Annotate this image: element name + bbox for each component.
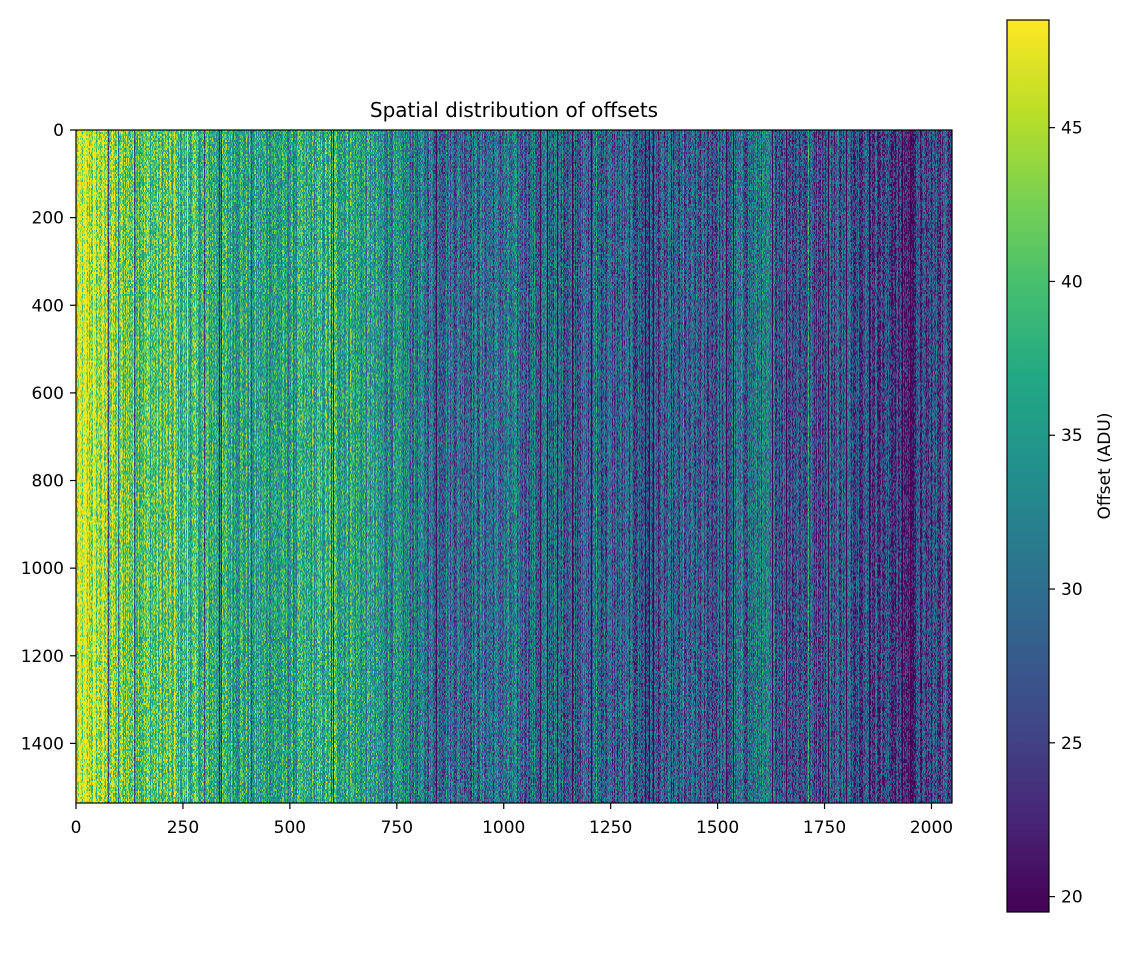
y-tick-label: 1200 [21, 647, 64, 667]
colorbar: 20 25 30 35 40 45 Offset (ADU) [1006, 19, 1115, 913]
colorbar-tick-label: 25 [1061, 734, 1083, 754]
x-tick-label: 1500 [696, 818, 739, 838]
colorbar-tick-label: 30 [1061, 580, 1083, 600]
x-tick-label: 1000 [482, 818, 525, 838]
colorbar-frame [1006, 19, 1050, 913]
x-tick-label: 2000 [910, 818, 953, 838]
y-tick-label: 200 [32, 209, 64, 229]
plot-frame [75, 129, 953, 804]
y-tick-label: 600 [32, 384, 64, 404]
x-tick-label: 1750 [803, 818, 846, 838]
chart-title: Spatial distribution of offsets [370, 98, 658, 122]
y-tick-label: 800 [32, 472, 64, 492]
y-tick-label: 400 [32, 296, 64, 316]
colorbar-gradient [1007, 20, 1049, 912]
x-tick-label: 250 [167, 818, 199, 838]
x-tick-label: 0 [71, 818, 82, 838]
colorbar-label: Offset (ADU) [1095, 413, 1115, 520]
y-tick-label: 0 [53, 121, 64, 141]
heatmap-image [76, 130, 952, 803]
x-tick-label: 1250 [589, 818, 632, 838]
colorbar-axis: 20 25 30 35 40 45 [1049, 119, 1083, 908]
x-axis: 0 250 500 750 1000 1250 1500 1750 2000 [71, 803, 953, 838]
y-axis: 0 200 400 600 800 1000 1200 1400 [21, 121, 76, 754]
colorbar-tick-label: 45 [1061, 119, 1083, 139]
y-tick-label: 1400 [21, 734, 64, 754]
colorbar-tick-label: 20 [1061, 888, 1083, 908]
colorbar-tick-label: 35 [1061, 426, 1083, 446]
colorbar-tick-label: 40 [1061, 272, 1083, 292]
x-tick-label: 500 [274, 818, 306, 838]
x-tick-label: 750 [381, 818, 413, 838]
y-tick-label: 1000 [21, 559, 64, 579]
